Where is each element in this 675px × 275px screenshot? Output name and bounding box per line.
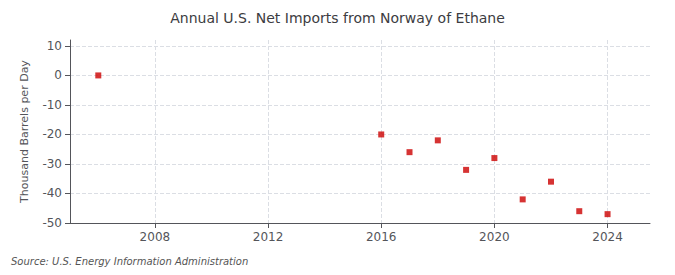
svg-text:0: 0 [54,68,62,82]
svg-text:-50: -50 [42,216,62,230]
svg-text:Source: U.S. Energy Informatio: Source: U.S. Energy Information Administ… [11,256,248,267]
svg-text:2016: 2016 [366,230,397,244]
svg-text:-20: -20 [42,127,62,141]
svg-text:Annual U.S. Net Imports from N: Annual U.S. Net Imports from Norway of E… [170,10,505,26]
svg-text:-10: -10 [42,98,62,112]
svg-text:-40: -40 [42,186,62,200]
svg-text:-30: -30 [42,157,62,171]
svg-text:2020: 2020 [479,230,510,244]
svg-text:Thousand Barrels per Day: Thousand Barrels per Day [18,60,31,204]
svg-text:2012: 2012 [253,230,284,244]
svg-text:10: 10 [47,39,62,53]
svg-text:2008: 2008 [140,230,171,244]
svg-text:2024: 2024 [592,230,623,244]
